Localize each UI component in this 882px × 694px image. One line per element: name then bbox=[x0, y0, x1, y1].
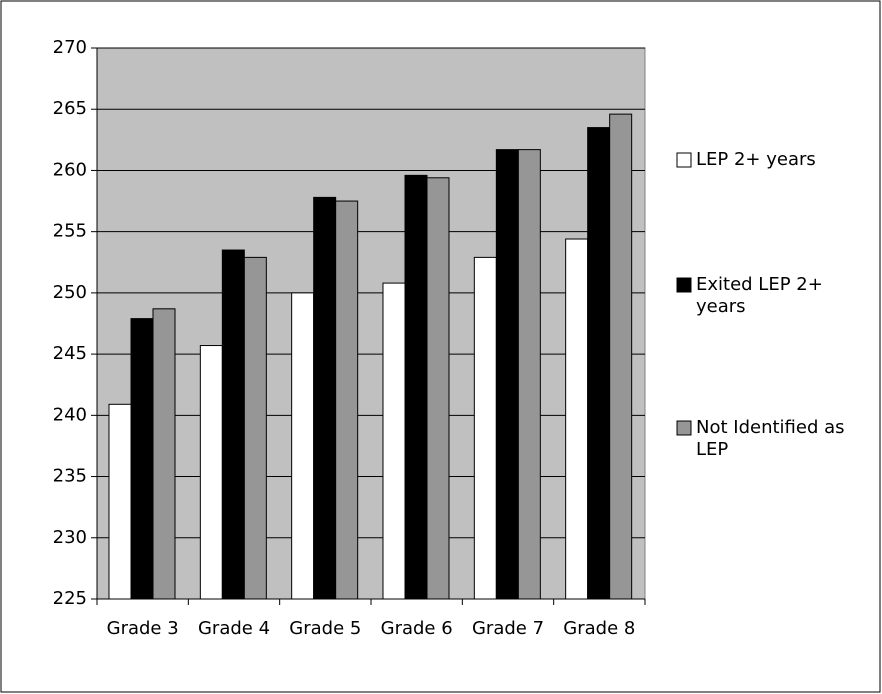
bar bbox=[426, 177, 450, 600]
bar bbox=[609, 113, 633, 600]
legend-label: Not Identified as LEP bbox=[696, 417, 845, 460]
x-tick-label: Grade 7 bbox=[471, 618, 545, 639]
x-tick-label: Grade 3 bbox=[106, 618, 179, 639]
y-tick-label: 235 bbox=[53, 466, 87, 487]
y-tick-label: 225 bbox=[53, 588, 87, 609]
bar bbox=[243, 256, 267, 600]
bar bbox=[565, 238, 589, 600]
x-tick-label: Grade 6 bbox=[380, 618, 453, 639]
bar bbox=[221, 249, 245, 600]
bar bbox=[291, 292, 315, 600]
y-tick-label: 240 bbox=[53, 404, 87, 425]
plot-area bbox=[96, 47, 646, 600]
legend-label: LEP 2+ years bbox=[696, 149, 816, 170]
legend-swatch bbox=[676, 152, 692, 168]
y-tick-label: 230 bbox=[53, 527, 87, 548]
legend-swatch bbox=[676, 277, 692, 293]
bar bbox=[335, 200, 359, 600]
bar bbox=[382, 282, 406, 600]
y-tick-label: 270 bbox=[53, 37, 87, 58]
legend-label: Exited LEP 2+ years bbox=[696, 274, 823, 317]
bar bbox=[313, 196, 337, 600]
bar bbox=[517, 149, 541, 600]
y-tick-label: 250 bbox=[53, 282, 87, 303]
y-tick-label: 245 bbox=[53, 343, 87, 364]
bar bbox=[130, 318, 154, 600]
bar bbox=[108, 403, 132, 600]
y-tick-label: 265 bbox=[53, 98, 87, 119]
bar bbox=[404, 174, 428, 600]
y-tick-label: 260 bbox=[53, 159, 87, 180]
bar bbox=[495, 149, 519, 600]
bar bbox=[152, 308, 176, 600]
x-tick-label: Grade 5 bbox=[289, 618, 362, 639]
bar bbox=[199, 345, 223, 600]
bar bbox=[473, 256, 497, 600]
y-tick-label: 255 bbox=[53, 221, 87, 242]
bar bbox=[587, 127, 611, 600]
x-tick-label: Grade 8 bbox=[563, 618, 636, 639]
legend-swatch bbox=[676, 420, 692, 436]
x-tick-label: Grade 4 bbox=[197, 618, 271, 639]
